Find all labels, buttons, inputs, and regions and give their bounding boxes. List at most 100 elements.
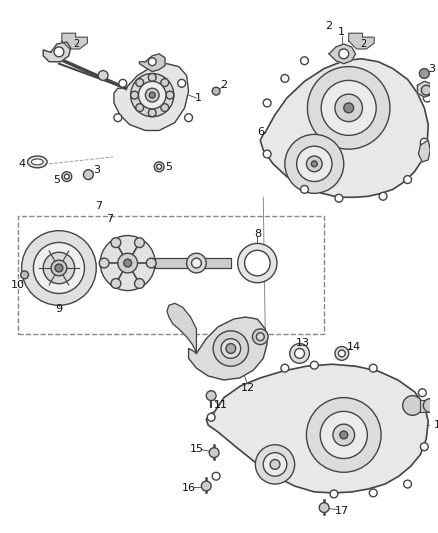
Circle shape: [340, 431, 348, 439]
Circle shape: [379, 192, 387, 200]
Circle shape: [145, 88, 159, 102]
Circle shape: [21, 231, 96, 305]
Text: 7: 7: [106, 214, 113, 224]
Circle shape: [335, 346, 349, 360]
Ellipse shape: [28, 156, 47, 168]
Polygon shape: [417, 82, 430, 97]
Polygon shape: [167, 303, 196, 352]
Circle shape: [300, 185, 308, 193]
Text: 2: 2: [360, 39, 367, 49]
Polygon shape: [206, 364, 428, 493]
Circle shape: [335, 195, 343, 202]
Circle shape: [333, 424, 355, 446]
Polygon shape: [43, 42, 71, 62]
Circle shape: [54, 47, 64, 57]
Circle shape: [263, 453, 287, 476]
Polygon shape: [329, 44, 356, 63]
Circle shape: [369, 489, 377, 497]
Circle shape: [84, 169, 93, 180]
Circle shape: [111, 279, 121, 288]
Circle shape: [297, 146, 332, 182]
Circle shape: [185, 114, 193, 122]
Circle shape: [178, 79, 186, 87]
Text: 16: 16: [182, 483, 196, 493]
Circle shape: [418, 389, 426, 397]
Text: 1: 1: [434, 420, 438, 430]
Text: 2: 2: [325, 21, 332, 31]
Circle shape: [281, 364, 289, 372]
Polygon shape: [260, 59, 428, 197]
Circle shape: [311, 161, 317, 167]
Circle shape: [118, 253, 138, 273]
Circle shape: [21, 271, 28, 279]
Circle shape: [281, 75, 289, 82]
Circle shape: [263, 99, 271, 107]
Circle shape: [209, 448, 219, 457]
Circle shape: [51, 260, 67, 276]
Polygon shape: [420, 400, 432, 413]
Circle shape: [420, 443, 428, 451]
Circle shape: [206, 391, 216, 401]
Text: 5: 5: [166, 162, 173, 172]
Circle shape: [321, 80, 376, 135]
Circle shape: [255, 445, 295, 484]
Circle shape: [420, 69, 429, 78]
Circle shape: [43, 252, 74, 284]
Circle shape: [149, 92, 155, 98]
Circle shape: [207, 413, 215, 421]
Polygon shape: [189, 317, 267, 380]
Text: 8: 8: [254, 229, 261, 239]
Circle shape: [134, 238, 145, 247]
Circle shape: [99, 258, 109, 268]
Circle shape: [148, 109, 156, 117]
Circle shape: [157, 164, 162, 169]
Polygon shape: [349, 33, 374, 49]
Ellipse shape: [32, 159, 43, 165]
Circle shape: [212, 87, 220, 95]
Circle shape: [136, 79, 144, 86]
Text: 3: 3: [429, 63, 436, 74]
Circle shape: [138, 82, 166, 109]
Circle shape: [290, 344, 309, 364]
Circle shape: [238, 244, 277, 282]
Text: 3: 3: [93, 165, 100, 175]
Circle shape: [191, 258, 201, 268]
Circle shape: [420, 139, 428, 146]
Polygon shape: [62, 33, 88, 49]
Circle shape: [404, 176, 412, 183]
Circle shape: [62, 172, 72, 182]
Circle shape: [154, 162, 164, 172]
Circle shape: [319, 503, 329, 513]
Circle shape: [285, 134, 344, 193]
Text: 15: 15: [190, 443, 203, 454]
Circle shape: [166, 91, 174, 99]
Circle shape: [148, 74, 156, 82]
Circle shape: [146, 258, 156, 268]
Circle shape: [55, 264, 63, 272]
Circle shape: [33, 243, 85, 294]
Circle shape: [256, 333, 264, 341]
Polygon shape: [114, 63, 189, 131]
Circle shape: [221, 338, 240, 358]
Circle shape: [270, 459, 280, 470]
Circle shape: [114, 114, 122, 122]
Circle shape: [148, 58, 156, 66]
Text: 13: 13: [296, 337, 310, 348]
Circle shape: [307, 398, 381, 472]
Circle shape: [335, 94, 362, 122]
Text: 14: 14: [346, 342, 360, 352]
Circle shape: [131, 91, 138, 99]
Circle shape: [161, 104, 169, 111]
Polygon shape: [418, 140, 430, 162]
Circle shape: [320, 411, 367, 458]
Text: 5: 5: [53, 175, 60, 184]
Circle shape: [252, 329, 268, 345]
Circle shape: [226, 344, 236, 353]
Circle shape: [201, 481, 211, 491]
Text: 12: 12: [240, 383, 254, 393]
Circle shape: [307, 156, 322, 172]
Text: 4: 4: [18, 159, 25, 169]
Circle shape: [424, 94, 431, 102]
Circle shape: [131, 74, 174, 117]
Circle shape: [403, 395, 422, 415]
